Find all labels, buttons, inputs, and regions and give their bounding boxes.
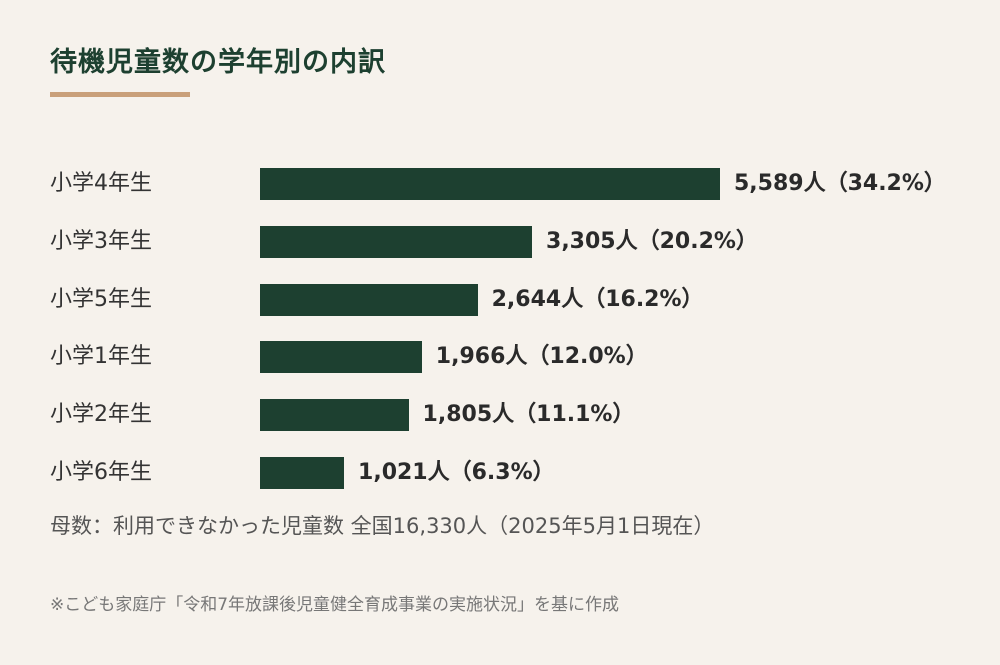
bar-chart: 小学4年生 5,589人（34.2%） 小学3年生 3,305人（20.2%） 小学5年… <box>50 168 946 489</box>
value-label: 1,966人（12.0%） <box>435 344 648 370</box>
population-note: 母数：利用できなかった児童数 全国16,330人（2025年5月1日現在） <box>50 514 715 538</box>
bar <box>260 225 533 258</box>
bar <box>260 168 720 200</box>
category-label: 小学4年生 <box>50 171 152 196</box>
bar <box>260 457 345 489</box>
category-label: 小学6年生 <box>50 460 152 485</box>
source-note: ※こども家庭庁「令和7年放課後児童健全育成事業の実施状況」を基に作成 <box>50 595 620 615</box>
bar <box>260 283 478 316</box>
category-label: 小学2年生 <box>50 402 152 428</box>
value-label: 2,644人（16.2%） <box>491 286 704 312</box>
category-label: 小学3年生 <box>50 228 152 254</box>
value-label: 3,305人（20.2%） <box>546 228 758 254</box>
title-underline <box>50 92 190 97</box>
chart-title: 待機児童数の学年別の内訳 <box>50 47 386 78</box>
bar <box>260 341 422 374</box>
value-label: 5,589人（34.2%） <box>734 171 946 196</box>
category-label: 小学5年生 <box>50 286 152 312</box>
category-label: 小学1年生 <box>50 344 152 370</box>
value-label: 1,021人（6.3%） <box>358 460 555 485</box>
bar <box>260 399 409 432</box>
value-label: 1,805人（11.1%） <box>422 402 635 428</box>
